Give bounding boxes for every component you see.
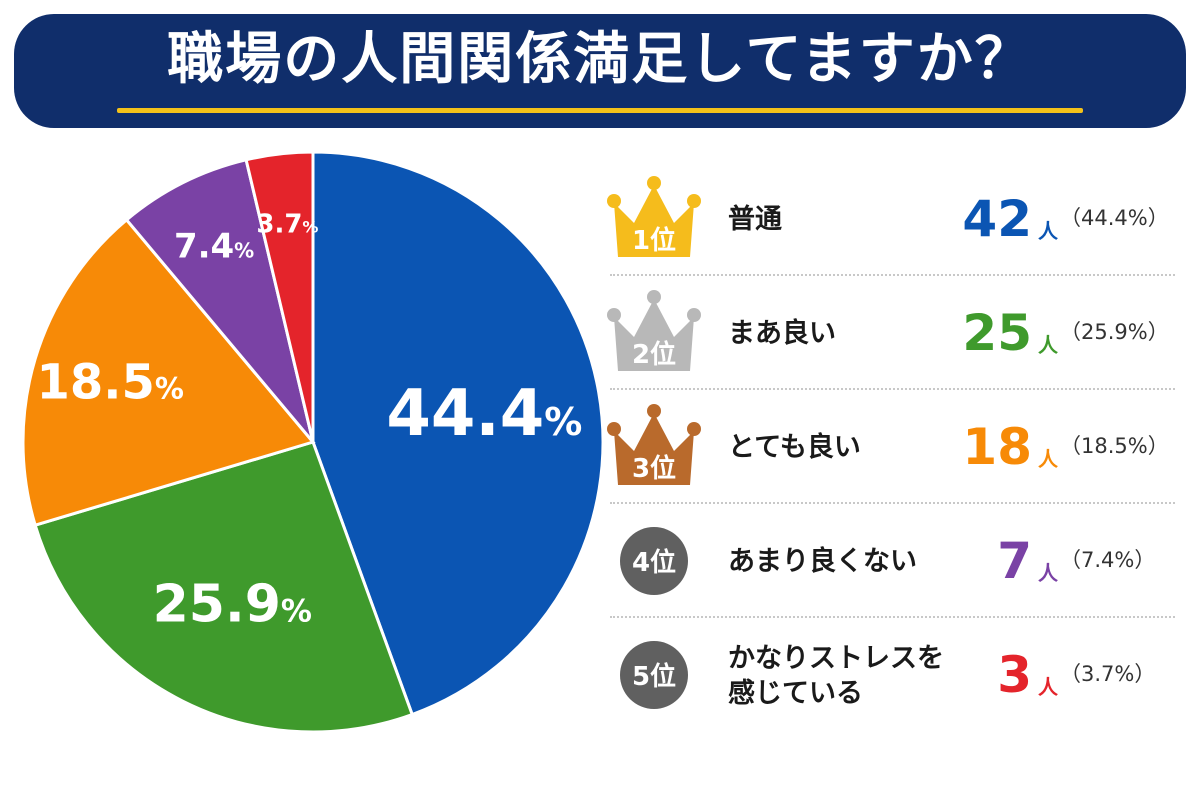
rank-text: 1位 (632, 225, 676, 256)
slice-value-label: 3.7% (256, 209, 318, 239)
rank-count: 3 (997, 646, 1032, 704)
slice-value-label: 44.4% (386, 377, 582, 451)
slice-value-label: 25.9% (153, 574, 312, 634)
rank-text: 4位 (632, 547, 676, 578)
pie-slice (124, 158, 315, 443)
rank-percent: （25.9%） (1060, 320, 1169, 344)
rank-label: 普通 (728, 204, 782, 236)
pie-slice (21, 217, 316, 528)
rank-count: 18 (962, 418, 1032, 476)
pie-chart: 44.4% 25.9% 18.5% 7.4%3.7% (21, 150, 605, 734)
rank-text: 3位 (632, 453, 676, 484)
row-divider (610, 502, 1175, 504)
crown-icon: 2位 (607, 290, 701, 371)
rank-unit: 人 (1038, 333, 1058, 357)
row-divider (610, 274, 1175, 276)
rank-circle-icon: 5位 (620, 641, 688, 709)
title-underline (117, 108, 1083, 113)
crown-icon: 3位 (607, 404, 701, 485)
rank-count: 25 (962, 304, 1032, 362)
ranking-row: 1位 普通 42 人（44.4%） (600, 165, 1180, 275)
rank-label: とても良い (728, 432, 861, 464)
row-divider (610, 388, 1175, 390)
rank-unit: 人 (1038, 561, 1058, 585)
slice-value-label: 18.5% (36, 355, 184, 411)
rank-label: あまり良くない (728, 546, 917, 578)
pie-slice (33, 440, 415, 734)
crown-icon: 1位 (607, 176, 701, 257)
rank-label: かなりストレスを 感じている (728, 642, 944, 709)
slice-value-label: 7.4% (174, 226, 254, 266)
pie-slice (244, 150, 315, 443)
rank-percent: （3.7%） (1060, 662, 1156, 686)
rank-label: まあ良い (728, 318, 836, 350)
rank-unit: 人 (1038, 447, 1058, 471)
rank-percent: （18.5%） (1060, 434, 1169, 458)
rank-count: 7 (997, 532, 1032, 590)
rank-circle-icon: 4位 (620, 527, 688, 595)
rank-count: 42 (962, 190, 1032, 248)
rank-text: 5位 (632, 661, 676, 692)
ranking-row: 5位 かなりストレスを 感じている 3 人（3.7%） (600, 621, 1180, 731)
ranking-row: 3位 とても良い 18 人（18.5%） (600, 393, 1180, 503)
rank-text: 2位 (632, 339, 676, 370)
chart-title: 職場の人間関係満足してますか？ (167, 27, 1033, 92)
rank-percent: （7.4%） (1060, 548, 1156, 572)
rank-unit: 人 (1038, 219, 1058, 243)
rank-percent: （44.4%） (1060, 206, 1169, 230)
rank-unit: 人 (1038, 675, 1058, 699)
ranking-row: 4位 あまり良くない 7 人（7.4%） (600, 507, 1180, 617)
ranking-row: 2位 まあ良い 25 人（25.9%） (600, 279, 1180, 389)
pie-slice (311, 150, 605, 717)
row-divider (610, 616, 1175, 618)
